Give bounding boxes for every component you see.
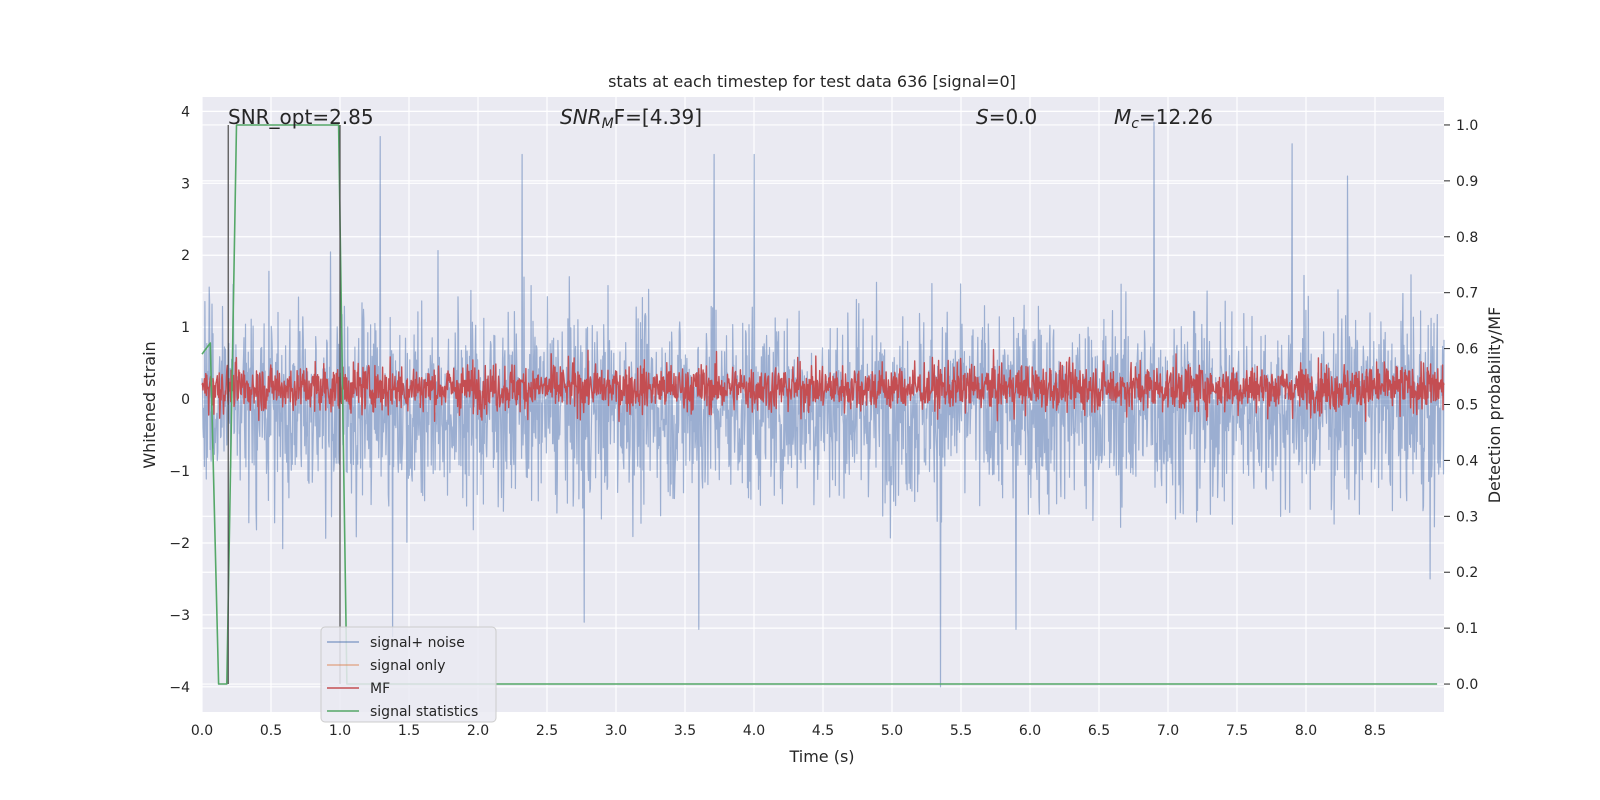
y2-tick-2: 0.8 — [1456, 230, 1478, 246]
annotation-snr-mf-rest: F=[4.39] — [614, 105, 702, 129]
y2-tick-3: 0.7 — [1456, 286, 1478, 302]
y2-axis-label: Detection probability/MF — [1485, 307, 1504, 504]
x-tick-11: 5.5 — [950, 723, 972, 739]
x-tick-8: 4.0 — [743, 723, 765, 739]
legend-label-0: signal+ noise — [370, 635, 465, 651]
y2-tick-7: 0.3 — [1456, 509, 1478, 525]
annotation-snr-mf-base: SNR — [560, 105, 602, 129]
y2-tick-1: 0.9 — [1456, 174, 1478, 190]
x-tick-17: 8.5 — [1364, 723, 1386, 739]
annotation-snr-mf: SNRMF=[4.39] — [560, 105, 702, 132]
chart-title: stats at each timestep for test data 636… — [608, 72, 1016, 91]
annotation-mc-rest: =12.26 — [1139, 105, 1213, 129]
y2-tick-8: 0.2 — [1456, 565, 1478, 581]
y2-tick-4: 0.6 — [1456, 342, 1478, 358]
legend-label-1: signal only — [370, 658, 445, 674]
x-tick-15: 7.5 — [1226, 723, 1248, 739]
vertical-markers — [227, 124, 341, 685]
legend-box — [320, 626, 497, 723]
x-tick-7: 3.5 — [674, 723, 696, 739]
annotation-s: S=0.0 — [976, 105, 1037, 129]
y2-tick-9: 0.1 — [1456, 621, 1478, 637]
x-tick-2: 1.0 — [329, 723, 351, 739]
y-tick-5: −1 — [169, 464, 190, 480]
series-mf — [201, 348, 1445, 422]
y-tick-6: −2 — [169, 536, 190, 552]
y-tick-8: −4 — [169, 680, 190, 696]
x-tick-10: 5.0 — [881, 723, 903, 739]
y-tick-0: 4 — [181, 104, 190, 120]
y2-tick-5: 0.5 — [1456, 398, 1478, 414]
x-tick-6: 3.0 — [605, 723, 627, 739]
legend-label-2: MF — [370, 681, 390, 697]
y-tick-1: 3 — [181, 176, 190, 192]
legend: signal+ noise signal only MF signal statist… — [320, 626, 497, 723]
annotation-mc: Mc=12.26 — [1114, 105, 1213, 132]
x-axis-label: Time (s) — [788, 747, 854, 766]
x-tick-0: 0.0 — [191, 723, 213, 739]
y2-tick-labels: 1.0 0.9 0.8 0.7 0.6 0.5 0.4 0.3 0.2 0.1 0.0 — [1444, 118, 1478, 693]
annotation-snr-mf-sub: M — [602, 116, 614, 132]
x-tick-13: 6.5 — [1088, 723, 1110, 739]
y-axis-label: Whitened strain — [140, 341, 159, 468]
y2-tick-0: 1.0 — [1456, 118, 1478, 134]
x-tick-4: 2.0 — [467, 723, 489, 739]
x-tick-9: 4.5 — [812, 723, 834, 739]
annotation-s-rest: =0.0 — [989, 105, 1038, 129]
x-tick-3: 1.5 — [398, 723, 420, 739]
annotation-snr-opt: SNR_opt=2.85 — [228, 105, 374, 129]
x-tick-14: 7.0 — [1157, 723, 1179, 739]
y-tick-2: 2 — [181, 248, 190, 264]
annotation-mc-sub: c — [1131, 116, 1139, 132]
y-tick-labels: 4 3 2 1 0 −1 −2 −3 −4 — [169, 104, 190, 695]
x-tick-1: 0.5 — [260, 723, 282, 739]
y2-tick-6: 0.4 — [1456, 453, 1478, 469]
y2-tick-10: 0.0 — [1456, 677, 1478, 693]
legend-label-3: signal statistics — [370, 704, 478, 720]
x-tick-12: 6.0 — [1019, 723, 1041, 739]
x-tick-16: 8.0 — [1295, 723, 1317, 739]
y-tick-7: −3 — [169, 608, 190, 624]
y-tick-4: 0 — [181, 392, 190, 408]
y-tick-3: 1 — [181, 320, 190, 336]
annotation-s-var: S — [976, 105, 989, 129]
x-tick-5: 2.5 — [536, 723, 558, 739]
annotation-mc-var: M — [1114, 105, 1131, 129]
x-tick-labels: 0.0 0.5 1.0 1.5 2.0 2.5 3.0 3.5 4.0 4.5 5.0 5.5 6.0 6… — [191, 723, 1386, 739]
